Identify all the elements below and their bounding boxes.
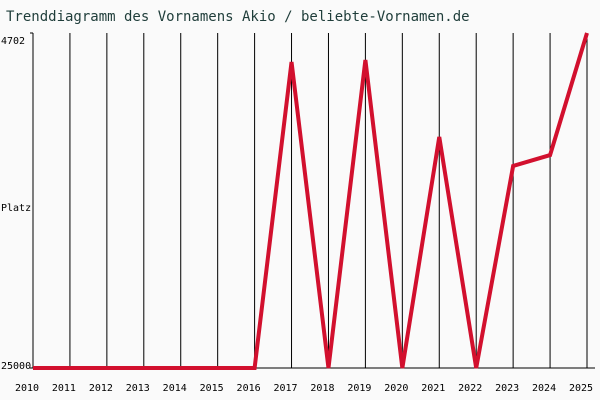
y-tick-label: 4702 (1, 36, 25, 47)
x-tick-label: 2015 (200, 383, 224, 394)
chart-title: Trenddiagramm des Vornamens Akio / belie… (6, 9, 470, 25)
x-tick-label: 2023 (495, 383, 519, 394)
x-tick-label: 2016 (237, 383, 261, 394)
x-tick-label: 2013 (126, 383, 150, 394)
data-line (33, 32, 589, 370)
x-tick-label: 2012 (89, 383, 113, 394)
x-tick-label: 2014 (163, 383, 187, 394)
x-tick-label: 2010 (15, 383, 39, 394)
y-tick-label: 25000 (1, 361, 31, 372)
x-tick-label: 2017 (273, 383, 297, 394)
x-tick-label: 2020 (384, 383, 408, 394)
x-tick-label: 2011 (52, 383, 76, 394)
x-tick-label: 2021 (421, 383, 445, 394)
x-tick-label: 2022 (458, 383, 482, 394)
x-tick-label: 2024 (532, 383, 556, 394)
x-tick-label: 2019 (347, 383, 371, 394)
x-tick-label: 2018 (310, 383, 334, 394)
x-tick-label: 2025 (569, 383, 593, 394)
y-axis-label: Platz (1, 203, 31, 214)
